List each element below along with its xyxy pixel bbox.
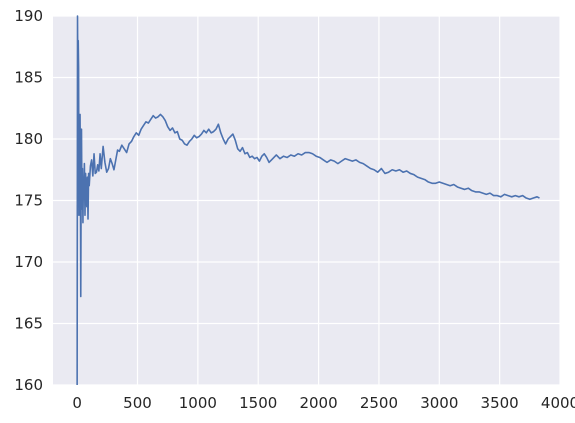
y-tick-label: 170 [14,253,43,271]
x-axis-tick-labels: 0 500 1000 1500 2000 2500 3000 3500 4000 [72,394,575,412]
x-tick-label: 3500 [481,394,519,412]
y-grid [53,15,560,386]
x-tick-label: 1500 [239,394,277,412]
x-tick-label: 1000 [179,394,217,412]
x-tick-label: 500 [123,394,152,412]
x-tick-label: 2500 [360,394,398,412]
y-tick-label: 165 [14,315,43,333]
x-tick-label: 3000 [420,394,458,412]
x-tick-label: 4000 [541,394,575,412]
y-tick-label: 190 [14,7,43,25]
y-tick-label: 160 [14,376,43,394]
y-tick-label: 185 [14,69,43,87]
x-tick-label: 2000 [299,394,337,412]
y-axis-tick-labels: 160 165 170 175 180 185 190 [14,7,43,394]
y-tick-label: 180 [14,130,43,148]
x-tick-label: 0 [72,394,82,412]
series-line-running-mean [76,15,540,386]
y-tick-label: 175 [14,192,43,210]
series-layer [76,15,540,386]
